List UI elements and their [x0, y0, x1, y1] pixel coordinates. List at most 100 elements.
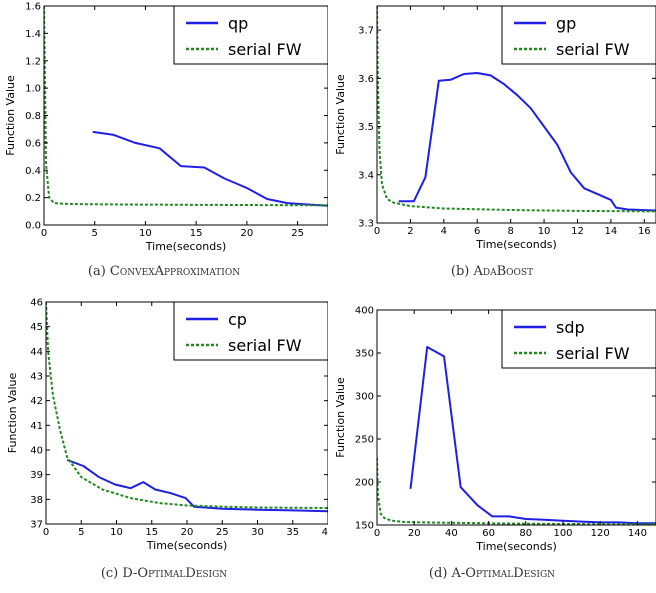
y-tick-label: 38: [30, 495, 43, 506]
legend-label: cp: [228, 310, 247, 329]
series-line-gp: [398, 72, 656, 212]
x-tick-label: 15: [145, 527, 158, 538]
y-tick-label: 1.2: [25, 56, 41, 67]
x-tick-label: 15: [190, 228, 203, 239]
y-tick-label: 3.6: [358, 74, 374, 85]
caption-name: A-OptimalDesign: [451, 566, 556, 581]
x-tick-label: 4: [441, 226, 447, 237]
series-line-cp: [66, 458, 328, 513]
x-tick-label: 5: [78, 527, 84, 538]
y-tick-label: 0.6: [25, 138, 41, 149]
chart-panel-b: 0 2 4 6 8 10 12 14 16 3.3 3.4 3.5 3.6 3.7 Time(seconds…: [328, 0, 656, 296]
x-tick-label: 2: [407, 226, 413, 237]
y-tick-label: 37: [30, 520, 43, 531]
x-axis-label: Time(seconds): [146, 539, 227, 552]
y-tick-label: 200: [355, 478, 374, 489]
caption-prefix: (a): [88, 264, 110, 279]
legend-box: [173, 5, 328, 65]
y-tick-label: 43: [30, 372, 43, 383]
legend-label: serial FW: [228, 40, 302, 59]
chart-panel-d: 0 20 40 60 80 100 120 140 150 200 250 300 350 400 Time…: [328, 296, 656, 593]
y-tick-label: 41: [30, 421, 43, 432]
x-axis-label: Time(seconds): [145, 240, 226, 253]
chart-svg-a: 0 5 10 15 20 25 0.0 0.2 0.4 0.6 0.8 1.0 1.2 1.4 1.6 Tim…: [4, 2, 328, 279]
y-tick-label: 3.4: [358, 170, 374, 181]
x-tick-label: 12: [571, 226, 584, 237]
legend-box: [501, 309, 656, 369]
legend-label: sdp: [556, 318, 585, 337]
x-tick-label: 100: [553, 528, 572, 539]
y-tick-label: 0.0: [25, 221, 41, 232]
y-tick-label: 250: [355, 435, 374, 446]
x-tick-label: 8: [507, 226, 513, 237]
y-tick-label: 400: [355, 306, 374, 317]
x-tick-label: 10: [538, 226, 551, 237]
x-tick-label: 0: [41, 228, 47, 239]
x-tick-label: 16: [638, 226, 651, 237]
y-tick-label: 3.7: [358, 26, 374, 37]
x-tick-label: 10: [110, 527, 123, 538]
caption-prefix: (c): [101, 566, 123, 581]
x-tick-label: 20: [240, 228, 253, 239]
x-tick-label: 20: [408, 528, 421, 539]
legend-label: serial FW: [556, 344, 630, 363]
legend-box: [173, 301, 328, 361]
panel-caption: (a) ConvexApproximation: [88, 264, 240, 279]
series-line-qp: [92, 130, 328, 207]
y-tick-label: 3.3: [358, 219, 374, 230]
x-tick-label: 0: [374, 226, 380, 237]
x-tick-label: 6: [474, 226, 480, 237]
x-tick-label: 20: [181, 527, 194, 538]
x-tick-label: 35: [286, 527, 299, 538]
chart-panel-a: 0 5 10 15 20 25 0.0 0.2 0.4 0.6 0.8 1.0 1.2 1.4 1.6 Tim…: [0, 0, 328, 296]
y-tick-label: 44: [30, 347, 43, 358]
y-tick-label: 39: [30, 470, 43, 481]
series-line-serial-fw: [44, 6, 328, 207]
y-axis-label: Function Value: [334, 74, 347, 155]
caption-name: AdaBoost: [473, 264, 534, 279]
legend-label: serial FW: [556, 40, 630, 59]
y-tick-label: 0.8: [25, 111, 41, 122]
x-tick-label: 140: [628, 528, 647, 539]
y-axis-label: Function Value: [4, 75, 17, 156]
legend-label: qp: [228, 14, 248, 33]
chart-svg-c: 0 5 10 15 20 25 30 35 40 37 38 39 40 41 42 43 44 45 46 Time…: [6, 298, 328, 581]
panel-caption: (b) AdaBoost: [451, 264, 533, 279]
y-tick-label: 40: [30, 446, 43, 457]
x-tick-label: 0: [43, 527, 49, 538]
y-tick-label: 42: [30, 396, 43, 407]
x-tick-label: 80: [519, 528, 532, 539]
y-tick-label: 1.6: [25, 2, 41, 13]
x-axis-label: Time(seconds): [475, 540, 556, 553]
series-line-serial-fw: [377, 457, 656, 525]
legend-box: [501, 5, 656, 65]
y-tick-label: 3.5: [358, 122, 374, 133]
x-tick-label: 0: [374, 528, 380, 539]
x-tick-label: 40: [445, 528, 458, 539]
x-tick-label: 40: [322, 527, 328, 538]
caption-prefix: (d): [429, 566, 452, 581]
y-tick-label: 45: [30, 322, 43, 333]
x-tick-label: 120: [591, 528, 610, 539]
series-line-serial-fw: [46, 302, 328, 509]
x-tick-label: 5: [92, 228, 98, 239]
caption-prefix: (b): [451, 264, 474, 279]
legend-label: serial FW: [228, 336, 302, 355]
y-axis-label: Function Value: [6, 373, 19, 454]
y-tick-label: 1.4: [25, 29, 41, 40]
x-axis-label: Time(seconds): [475, 238, 556, 251]
y-tick-label: 0.4: [25, 166, 41, 177]
chart-svg-d: 0 20 40 60 80 100 120 140 150 200 250 300 350 400 Time…: [334, 306, 656, 581]
legend-label: gp: [556, 14, 576, 33]
x-tick-label: 60: [482, 528, 495, 539]
y-tick-label: 150: [355, 521, 374, 532]
panel-caption: (d) A-OptimalDesign: [429, 566, 555, 581]
y-tick-label: 0.2: [25, 193, 41, 204]
y-tick-label: 350: [355, 349, 374, 360]
y-tick-label: 1.0: [25, 84, 41, 95]
x-tick-label: 30: [251, 527, 264, 538]
chart-panel-c: 0 5 10 15 20 25 30 35 40 37 38 39 40 41 42 43 44 45 46 Time…: [0, 296, 328, 593]
x-tick-label: 25: [216, 527, 229, 538]
y-axis-label: Function Value: [334, 377, 347, 458]
series-line-sdp: [409, 346, 656, 525]
